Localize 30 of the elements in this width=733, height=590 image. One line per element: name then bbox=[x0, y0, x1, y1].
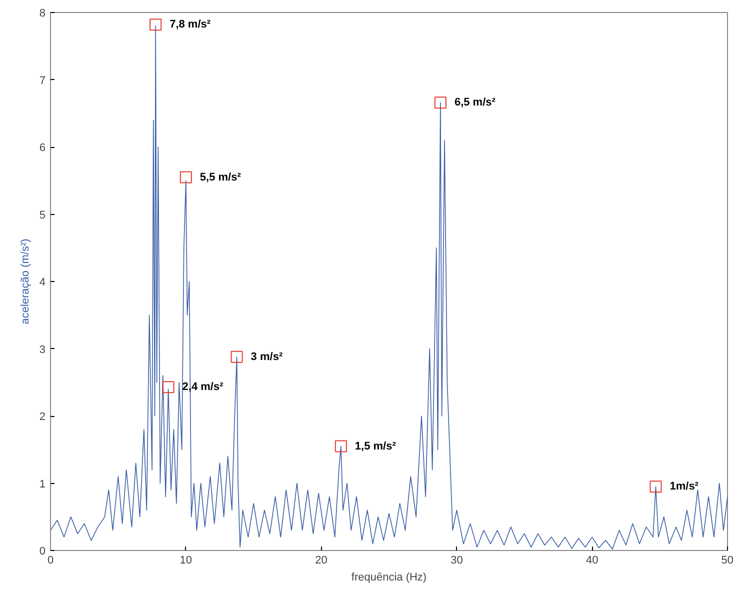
y-tick-label: 4 bbox=[39, 276, 46, 288]
y-tick-label: 7 bbox=[39, 74, 46, 87]
x-tick-label: 40 bbox=[586, 554, 598, 566]
point bbox=[334, 440, 347, 452]
x-tick-label: 10 bbox=[180, 554, 192, 566]
point bbox=[162, 381, 174, 394]
point bbox=[434, 96, 446, 109]
annotation: 3 m/s² bbox=[250, 350, 283, 363]
point bbox=[180, 171, 192, 184]
x-tick-label: 20 bbox=[315, 554, 328, 566]
x-tick-label: 50 bbox=[721, 554, 733, 566]
y-tick-label: 3 bbox=[39, 344, 46, 356]
y-axis-title: aceleração (m/s²) bbox=[19, 238, 32, 324]
x-tick-label: 0 bbox=[47, 554, 54, 566]
annotation: 1m/s² bbox=[670, 480, 699, 493]
y-tick-label: 2 bbox=[39, 411, 46, 423]
x-tick-label: 30 bbox=[450, 554, 463, 566]
x-axis-title: frequência (Hz) bbox=[351, 572, 427, 584]
y-tick-label: 1 bbox=[39, 478, 46, 490]
annotation: 5,5 m/s² bbox=[200, 171, 242, 184]
y-tick-label: 6 bbox=[39, 142, 46, 154]
annotation: 7,8 m/s² bbox=[170, 18, 211, 31]
point bbox=[150, 18, 162, 31]
point bbox=[230, 350, 243, 363]
y-tick-label: 8 bbox=[39, 8, 46, 20]
y-tick-label: 5 bbox=[39, 209, 46, 222]
point bbox=[650, 480, 662, 493]
y-tick-label: 0 bbox=[39, 546, 46, 558]
annotation: 1,5 m/s² bbox=[354, 440, 396, 452]
annotation: 6,5 m/s² bbox=[454, 96, 496, 109]
